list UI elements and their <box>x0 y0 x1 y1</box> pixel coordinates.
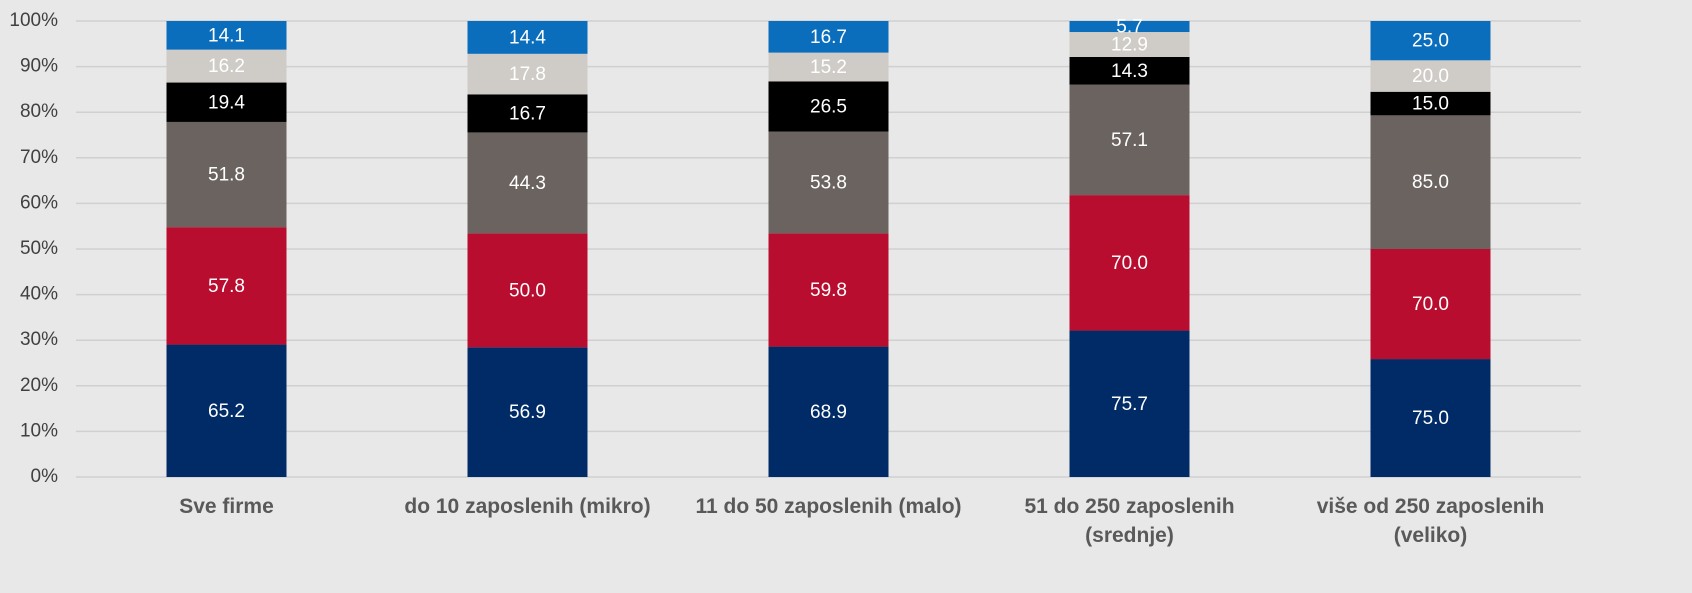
y-tick-label: 70% <box>20 147 58 168</box>
data-label: 16.7 <box>810 27 847 48</box>
y-tick-label: 60% <box>20 192 58 213</box>
data-label: 51.8 <box>208 165 245 186</box>
data-label: 68.9 <box>810 402 847 423</box>
data-label: 44.3 <box>509 173 546 194</box>
y-tick-label: 80% <box>20 101 58 122</box>
data-label: 17.8 <box>509 64 546 85</box>
data-label: 53.8 <box>810 172 847 193</box>
bar-segment <box>166 227 287 345</box>
data-label: 57.8 <box>208 276 245 297</box>
bar-segment <box>1069 84 1190 196</box>
data-label: 15.2 <box>810 57 847 78</box>
data-label: 16.7 <box>509 103 546 124</box>
bar-segment <box>166 344 287 477</box>
data-label: 75.7 <box>1111 394 1148 415</box>
data-label: 14.4 <box>509 27 546 48</box>
y-tick-label: 10% <box>20 420 58 441</box>
x-tick-label: do 10 zaposlenih (mikro) <box>404 495 651 518</box>
x-tick-label: više od 250 zaposlenih (veliko) <box>1316 495 1545 547</box>
data-label: 65.2 <box>208 401 245 422</box>
data-label: 75.0 <box>1412 408 1449 429</box>
bar-segment <box>1370 115 1491 250</box>
data-label: 15.0 <box>1412 94 1449 115</box>
data-label: 26.5 <box>810 96 847 117</box>
data-label: 59.8 <box>810 280 847 301</box>
y-tick-label: 0% <box>31 466 59 487</box>
bar-segment <box>1069 32 1190 57</box>
data-label: 56.9 <box>509 402 546 423</box>
bar-segment <box>1370 60 1491 92</box>
bar-segment <box>768 21 889 53</box>
data-label: 14.1 <box>208 25 245 46</box>
bar-segment <box>1370 21 1491 61</box>
data-label: 85.0 <box>1412 172 1449 193</box>
data-label: 70.0 <box>1412 294 1449 315</box>
y-tick-label: 30% <box>20 329 58 350</box>
bar-segment <box>467 94 588 133</box>
bar-segment <box>166 121 287 228</box>
y-tick-label: 40% <box>20 284 58 305</box>
data-label: 20.0 <box>1412 66 1449 87</box>
bar-segment <box>1069 330 1190 477</box>
y-tick-label: 50% <box>20 238 58 259</box>
bar-segment <box>768 233 889 347</box>
x-tick-label: 51 do 250 zaposlenih (srednje) <box>1024 495 1235 547</box>
data-label: 57.1 <box>1111 130 1148 151</box>
data-label: 5.7 <box>1116 17 1142 38</box>
data-label: 16.2 <box>208 56 245 77</box>
bar-segment <box>467 21 588 54</box>
bar-segment <box>768 81 889 132</box>
data-label: 70.0 <box>1111 253 1148 274</box>
bar-segment <box>467 347 588 477</box>
bar-segment <box>1370 249 1491 360</box>
y-tick-label: 90% <box>20 56 58 77</box>
bar-segment <box>166 49 287 83</box>
data-label: 12.9 <box>1111 35 1148 56</box>
bar-segment <box>768 52 889 82</box>
x-tick-label: 11 do 50 zaposlenih (malo) <box>695 495 962 518</box>
x-tick-label: Sve firme <box>179 495 274 518</box>
bar-segment <box>768 346 889 477</box>
bar-segment <box>1069 195 1190 331</box>
data-label: 25.0 <box>1412 31 1449 52</box>
bar-segment <box>1370 91 1491 116</box>
bar-segment <box>1370 359 1491 477</box>
y-tick-label: 20% <box>20 375 58 396</box>
y-tick-label: 100% <box>9 10 58 31</box>
bar-segment <box>467 132 588 234</box>
data-label: 50.0 <box>509 280 546 301</box>
data-label: 19.4 <box>208 92 245 113</box>
bar-segment <box>166 21 287 50</box>
bar-segment <box>467 233 588 348</box>
bar-segment <box>467 53 588 95</box>
data-label: 14.3 <box>1111 61 1148 82</box>
bar-segment <box>1069 56 1190 85</box>
bar-segment <box>1069 21 1190 33</box>
bar-segment <box>768 131 889 234</box>
bar-segment <box>166 82 287 122</box>
